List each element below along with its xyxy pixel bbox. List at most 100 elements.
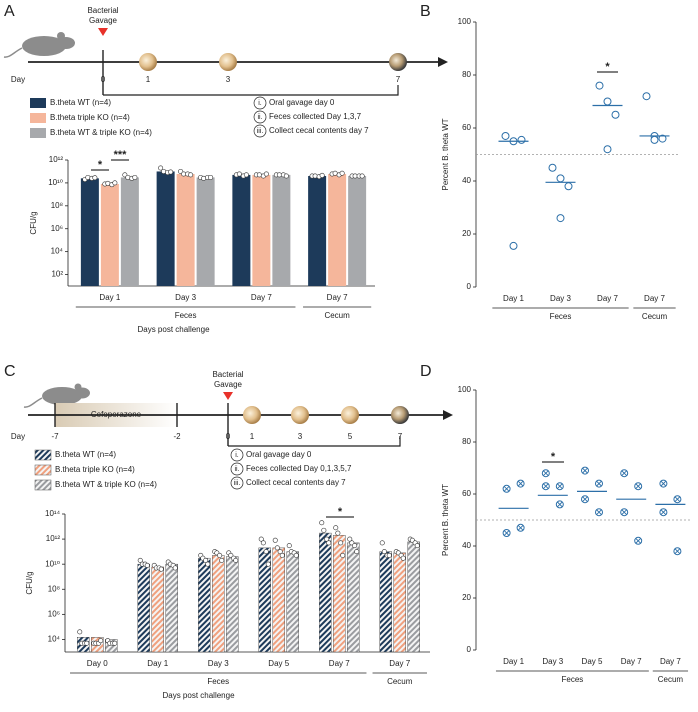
timepoint-bead: [291, 406, 309, 424]
bar: [212, 555, 225, 653]
data-point: [168, 169, 174, 175]
panel-letter: D: [420, 363, 432, 380]
data-point: [581, 466, 589, 475]
bar: [333, 535, 346, 653]
data-point: [293, 552, 299, 558]
timepoint-bead: [139, 53, 157, 71]
y-tick-label: 10⁴: [51, 247, 64, 256]
data-point: [620, 469, 629, 478]
bar: [272, 547, 285, 653]
marker-x: [582, 496, 588, 502]
bar: [226, 556, 239, 653]
step-marker: ii.: [257, 114, 262, 121]
bar: [272, 174, 291, 286]
legend-swatch: [30, 113, 46, 123]
data-point: [595, 508, 603, 517]
data-point: [321, 527, 327, 533]
bar: [286, 551, 299, 653]
data-point: [359, 173, 365, 179]
group-label: Feces: [550, 312, 572, 321]
x-tick-label: Day 7: [644, 294, 665, 303]
y-axis-label: CFU/g: [25, 571, 34, 594]
bar: [176, 173, 195, 286]
data-point: [137, 557, 143, 563]
day-number: 0: [101, 75, 106, 84]
x-tick-label: Day 3: [542, 657, 563, 666]
data-point: [319, 172, 325, 178]
marker-x: [674, 496, 681, 502]
collection-bracket: [103, 85, 399, 96]
data-point: [85, 174, 91, 180]
y-tick-label: 10⁴: [48, 635, 61, 644]
data-point: [414, 543, 420, 549]
y-tick-label: 20: [462, 593, 471, 602]
step-text: Feces collected Day 1,3,7: [269, 112, 362, 121]
x-tick-label: Day 5: [268, 659, 289, 668]
y-tick-label: 100: [458, 17, 472, 26]
legend-swatch: [34, 464, 52, 476]
step-marker: iii.: [234, 480, 241, 487]
bar: [156, 171, 175, 286]
data-point: [84, 640, 90, 646]
data-point: [188, 172, 194, 178]
step-marker-circle: [253, 96, 267, 110]
bar: [196, 177, 215, 286]
legend-label: B.theta triple KO (n=4): [50, 113, 130, 122]
data-point: [658, 134, 667, 143]
timepoint-bead: [389, 53, 407, 71]
day-number: 3: [226, 75, 231, 84]
data-point: [516, 523, 525, 532]
data-point: [642, 92, 651, 101]
y-tick-label: 20: [462, 229, 471, 238]
data-point: [125, 174, 131, 180]
data-point: [260, 540, 266, 546]
data-point: [634, 482, 643, 491]
data-point: [659, 508, 668, 517]
data-point: [595, 81, 604, 90]
legend-swatch: [34, 449, 52, 461]
data-point: [555, 500, 564, 509]
marker-x: [635, 483, 641, 489]
data-point: [541, 469, 550, 478]
data-point: [516, 479, 525, 488]
data-point: [217, 552, 223, 558]
group-label: Feces: [562, 675, 584, 684]
data-point: [201, 175, 207, 181]
bar: [347, 542, 360, 653]
data-point: [258, 536, 264, 542]
x-tick-label: Day 7: [251, 293, 272, 302]
data-point: [286, 543, 292, 549]
data-point: [673, 547, 682, 556]
data-point: [347, 536, 353, 542]
y-tick-label: 10¹⁰: [48, 178, 63, 187]
data-point: [620, 508, 629, 517]
gavage-arrow: [98, 28, 108, 36]
bar: [328, 173, 347, 286]
gavage-label: Bacterial: [212, 370, 243, 379]
day-number: -7: [51, 432, 59, 441]
data-point: [634, 536, 643, 545]
x-tick-label: Day 1: [147, 659, 168, 668]
y-tick-label: 10¹²: [46, 534, 61, 543]
x-tick-label: Day 7: [327, 293, 348, 302]
group-label: Feces: [207, 677, 229, 686]
marker-x: [621, 470, 627, 476]
step-marker-circle: [230, 476, 244, 490]
data-point: [564, 182, 573, 191]
bar: [379, 551, 392, 653]
y-tick-label: 40: [462, 541, 471, 550]
bar: [407, 541, 420, 653]
y-tick-label: 10⁸: [48, 584, 60, 593]
data-point: [555, 482, 564, 491]
x-tick-label: Day 1: [503, 657, 524, 666]
data-point: [595, 479, 603, 488]
day-number: 0: [226, 432, 231, 441]
group-label: Cecum: [324, 311, 350, 320]
step-marker: i.: [258, 100, 262, 107]
marker-x: [543, 483, 549, 489]
timeline-arrow: [438, 57, 448, 67]
day-number: 7: [396, 75, 401, 84]
legend-label: B.theta WT & triple KO (n=4): [50, 128, 152, 137]
data-point: [501, 131, 510, 140]
step-text: Collect cecal contents day 7: [246, 478, 346, 487]
